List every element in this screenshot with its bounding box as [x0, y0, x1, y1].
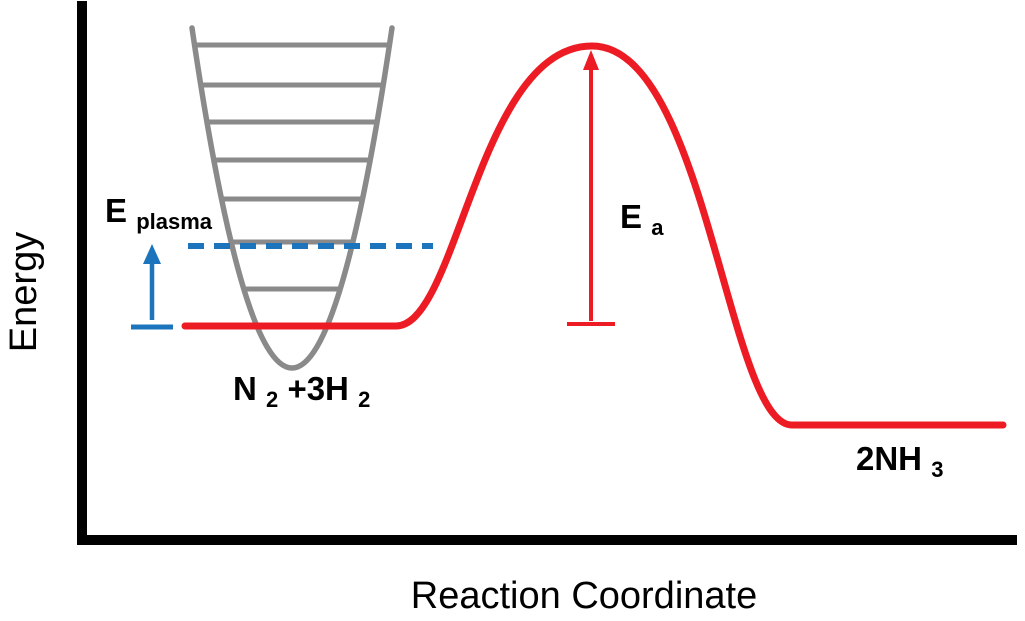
activation-energy-subscript: a — [651, 215, 664, 240]
ea-arrowhead-up-icon — [583, 50, 599, 70]
vibrational-levels-group — [195, 42, 389, 292]
products-label: 2NH 3 — [856, 440, 943, 482]
reactants-sub2: 2 — [358, 387, 370, 412]
plasma-energy-base: E — [105, 192, 127, 229]
x-axis-label: Reaction Coordinate — [411, 575, 757, 617]
reactants-part2: +3H — [287, 370, 348, 407]
products-base: 2NH — [856, 440, 922, 477]
plasma-energy-label: E plasma — [105, 192, 213, 234]
reactants-part1: N — [233, 370, 257, 407]
activation-energy-base: E — [620, 198, 642, 235]
reaction-pathway-curve — [181, 42, 1007, 429]
products-subscript: 3 — [931, 457, 943, 482]
reactants-sub1: 2 — [266, 387, 278, 412]
activation-energy-label: E a — [620, 198, 664, 240]
plasma-energy-subscript: plasma — [136, 209, 213, 234]
vibrational-potential-well — [189, 25, 395, 371]
plasma-arrowhead-up-icon — [143, 244, 161, 264]
plasma-energy-arrow — [131, 244, 173, 330]
axes-lines — [77, 1, 1017, 545]
reactants-label: N 2 +3H 2 — [233, 370, 370, 414]
y-axis-label: Energy — [3, 232, 45, 352]
activation-energy-arrow — [567, 50, 615, 326]
